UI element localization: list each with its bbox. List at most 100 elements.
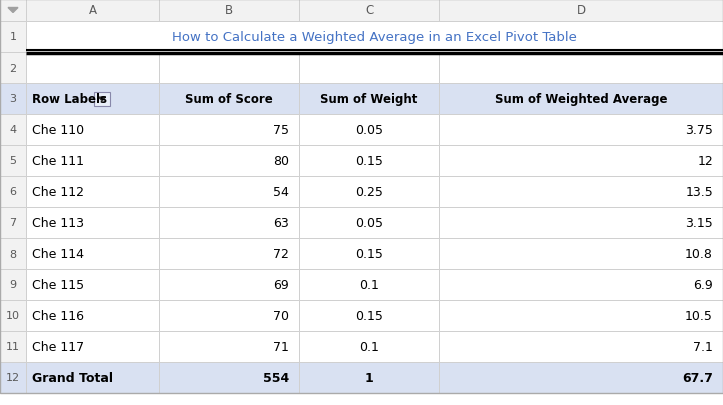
Polygon shape <box>98 98 106 101</box>
Text: 6: 6 <box>9 187 17 197</box>
Text: 0.1: 0.1 <box>359 278 379 291</box>
Text: 1: 1 <box>9 32 17 43</box>
Bar <box>159 269 299 300</box>
Text: Che 114: Che 114 <box>32 247 84 260</box>
Bar <box>26 84 159 115</box>
Text: 69: 69 <box>273 278 289 291</box>
Text: 67.7: 67.7 <box>682 371 713 384</box>
Text: 8: 8 <box>9 249 17 259</box>
Bar <box>439 53 723 84</box>
Bar <box>0 22 26 53</box>
Text: 0.05: 0.05 <box>355 124 383 136</box>
Bar <box>0 177 26 207</box>
Text: 9: 9 <box>9 280 17 290</box>
Text: 0.15: 0.15 <box>355 247 383 260</box>
Bar <box>159 331 299 362</box>
Bar <box>0 269 26 300</box>
Text: 1: 1 <box>364 371 373 384</box>
Text: 70: 70 <box>273 309 289 322</box>
Text: A: A <box>88 4 96 17</box>
Bar <box>159 84 299 115</box>
Bar <box>26 207 159 239</box>
Text: 554: 554 <box>262 371 289 384</box>
Text: 0.05: 0.05 <box>355 216 383 230</box>
Bar <box>299 177 439 207</box>
Bar <box>26 115 159 146</box>
Bar <box>439 300 723 331</box>
Text: Che 112: Che 112 <box>32 185 84 198</box>
Text: 71: 71 <box>273 340 289 353</box>
Text: 7: 7 <box>9 218 17 228</box>
Text: Che 116: Che 116 <box>32 309 84 322</box>
Text: 13.5: 13.5 <box>685 185 713 198</box>
Bar <box>299 0 439 22</box>
Bar <box>159 146 299 177</box>
Text: 10.5: 10.5 <box>685 309 713 322</box>
Text: 5: 5 <box>9 156 17 166</box>
Text: Row Labels: Row Labels <box>32 93 107 106</box>
Text: 11: 11 <box>6 342 20 352</box>
Text: B: B <box>225 4 233 17</box>
Bar <box>26 0 159 22</box>
Bar <box>26 269 159 300</box>
Bar <box>26 239 159 269</box>
Bar <box>439 207 723 239</box>
Bar <box>299 239 439 269</box>
Text: D: D <box>576 4 586 17</box>
Text: Grand Total: Grand Total <box>32 371 113 384</box>
Bar <box>299 146 439 177</box>
Text: 0.25: 0.25 <box>355 185 383 198</box>
Bar <box>0 53 26 84</box>
Bar <box>0 115 26 146</box>
Text: How to Calculate a Weighted Average in an Excel Pivot Table: How to Calculate a Weighted Average in a… <box>172 31 577 44</box>
Bar <box>159 239 299 269</box>
Bar <box>159 115 299 146</box>
Text: 54: 54 <box>273 185 289 198</box>
Bar <box>439 362 723 393</box>
Text: Che 113: Che 113 <box>32 216 84 230</box>
Bar <box>159 207 299 239</box>
Text: Che 117: Che 117 <box>32 340 84 353</box>
Bar <box>0 331 26 362</box>
Text: 10: 10 <box>6 311 20 321</box>
Text: 3: 3 <box>9 94 17 104</box>
Bar <box>159 0 299 22</box>
Text: Sum of Score: Sum of Score <box>185 93 273 106</box>
Bar <box>0 146 26 177</box>
Bar <box>299 207 439 239</box>
Bar <box>26 22 723 53</box>
Bar <box>26 53 159 84</box>
Text: 80: 80 <box>273 155 289 168</box>
Text: Sum of Weight: Sum of Weight <box>320 93 418 106</box>
Text: 3.75: 3.75 <box>685 124 713 136</box>
Bar <box>439 239 723 269</box>
Text: 7.1: 7.1 <box>693 340 713 353</box>
Bar <box>0 207 26 239</box>
Bar <box>299 115 439 146</box>
Bar <box>299 331 439 362</box>
Text: 2: 2 <box>9 63 17 73</box>
Text: 72: 72 <box>273 247 289 260</box>
Text: 63: 63 <box>273 216 289 230</box>
Bar <box>439 269 723 300</box>
Polygon shape <box>8 9 18 13</box>
Text: 12: 12 <box>6 373 20 383</box>
Text: Sum of Weighted Average: Sum of Weighted Average <box>495 93 667 106</box>
Bar <box>439 146 723 177</box>
Bar <box>26 300 159 331</box>
Bar <box>94 92 110 106</box>
Bar <box>299 362 439 393</box>
Bar <box>439 0 723 22</box>
Text: 4: 4 <box>9 125 17 135</box>
Text: 6.9: 6.9 <box>693 278 713 291</box>
Bar <box>299 84 439 115</box>
Bar <box>26 362 159 393</box>
Text: 12: 12 <box>697 155 713 168</box>
Text: 3.15: 3.15 <box>685 216 713 230</box>
Bar <box>0 84 26 115</box>
Bar <box>0 362 26 393</box>
Bar <box>299 300 439 331</box>
Text: Che 111: Che 111 <box>32 155 84 168</box>
Bar <box>0 239 26 269</box>
Text: Che 115: Che 115 <box>32 278 84 291</box>
